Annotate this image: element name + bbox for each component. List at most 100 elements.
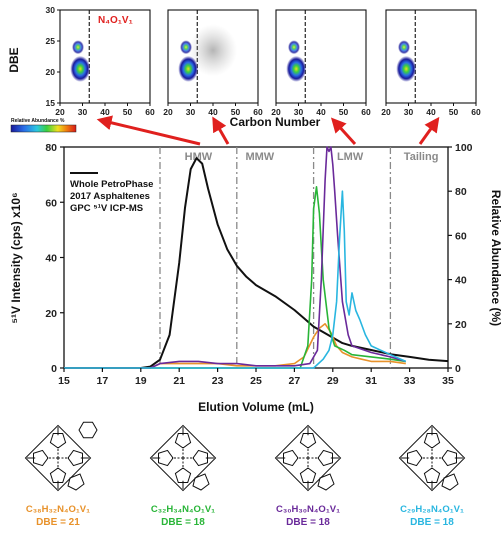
benzo-ring bbox=[78, 421, 98, 439]
macrocycle bbox=[24, 424, 92, 492]
inset-x-tick-label: 20 bbox=[271, 107, 281, 117]
region-label-hmw: HMW bbox=[185, 151, 213, 163]
inset-x-tick-label: 30 bbox=[78, 107, 88, 117]
inset-heat-blob bbox=[396, 55, 417, 82]
inset-x-tick-label: 50 bbox=[123, 107, 133, 117]
inset-y-label: DBE bbox=[7, 47, 21, 72]
inset-heat-blob-upper bbox=[72, 40, 84, 55]
macrocycle bbox=[149, 424, 217, 492]
series-line-3 bbox=[64, 146, 407, 369]
inset-x-tick-label: 50 bbox=[449, 107, 459, 117]
pyrrole-ring bbox=[299, 433, 317, 449]
inset-x-tick-label: 40 bbox=[426, 107, 436, 117]
inset-heat-blob-upper bbox=[398, 40, 410, 55]
inset-frame bbox=[385, 9, 477, 104]
pyrrole-ring bbox=[33, 449, 49, 467]
compound-dbe-3: DBE = 18 bbox=[410, 517, 454, 528]
x-tick-label-3: 21 bbox=[173, 375, 185, 387]
y-left-tick-label-1: 20 bbox=[45, 308, 57, 320]
y-right-tick-label-3: 60 bbox=[455, 230, 467, 242]
x-tick-label-4: 23 bbox=[212, 375, 224, 387]
compound-formula-3: C₂₉H₂₈N₄O₁V₁ bbox=[400, 504, 464, 515]
inset-x-tick-label: 40 bbox=[316, 107, 326, 117]
x-tick-label-8: 31 bbox=[365, 375, 377, 387]
pyrrole-ring bbox=[158, 449, 174, 467]
pyrrole-ring bbox=[441, 449, 457, 467]
inset-2: 20 30 40 50 60 bbox=[271, 9, 371, 117]
inset-label: N₄O₁V₁ bbox=[98, 15, 133, 26]
annotation-line-1: Whole PetroPhase bbox=[70, 179, 153, 190]
x-tick-label-0: 15 bbox=[58, 375, 70, 387]
inset-x-tick-label: 20 bbox=[55, 107, 65, 117]
inset-y-tick-label: 25 bbox=[46, 36, 56, 46]
inset-heat-blob-upper bbox=[288, 40, 300, 55]
x-ticks: 15 17 19 21 23 25 27 29 31 33 35 bbox=[58, 368, 454, 387]
inset-diffuse-region bbox=[189, 24, 237, 77]
series-line-1 bbox=[64, 323, 406, 369]
inset-x-tick-label: 50 bbox=[339, 107, 349, 117]
arrow-tailing bbox=[418, 116, 440, 145]
main-chart: HMW MMW LMW Tailing 15 17 19 21 23 25 27 29 31 33 35 … bbox=[9, 142, 501, 414]
inset-x-tick-label: 30 bbox=[404, 107, 414, 117]
annotation-line-2: 2017 Asphaltenes bbox=[70, 191, 150, 202]
x-tick-label-6: 27 bbox=[289, 375, 301, 387]
compound-dbe-2: DBE = 18 bbox=[286, 517, 330, 528]
porphyrin-0 bbox=[24, 421, 98, 492]
x-tick-label-10: 35 bbox=[442, 375, 454, 387]
annotation-line-3: GPC ⁵¹V ICP-MS bbox=[70, 203, 143, 214]
inset-x-tick-label: 20 bbox=[163, 107, 173, 117]
porphyrin-1 bbox=[149, 424, 217, 492]
pyrrole-ring bbox=[49, 433, 67, 449]
inset-x-tick-label: 40 bbox=[208, 107, 218, 117]
inset-heat-blob bbox=[286, 55, 307, 82]
region-label-lmw: LMW bbox=[337, 151, 364, 163]
arrow-hmw-2 bbox=[212, 116, 230, 145]
pyrrole-ring bbox=[174, 467, 192, 483]
arrows bbox=[96, 115, 440, 146]
inset-x-tick-label: 60 bbox=[253, 107, 263, 117]
series-lines bbox=[64, 146, 449, 369]
compound-formula-0: C₃₈H₃₂N₄O₁V₁ bbox=[26, 504, 90, 515]
colorbar: Relative Abundance % bbox=[10, 118, 77, 133]
inset-frame bbox=[59, 9, 151, 104]
inset-x-tick-label: 50 bbox=[231, 107, 241, 117]
porphyrin-3 bbox=[398, 424, 466, 492]
inset-y-tick-label: 20 bbox=[46, 67, 56, 77]
series-line-4 bbox=[64, 190, 407, 369]
macrocycle bbox=[398, 424, 466, 492]
inset-1: 20 30 40 50 60 bbox=[163, 9, 263, 117]
inset-x-tick-label: 40 bbox=[100, 107, 110, 117]
colorbar-gradient bbox=[10, 124, 77, 133]
pyrrole-ring bbox=[192, 449, 208, 467]
inset-x-tick-label: 60 bbox=[145, 107, 155, 117]
y-left-ticks: 0 20 40 60 80 bbox=[45, 142, 64, 375]
cyclopentane-ring bbox=[192, 473, 210, 491]
porphyrin-2 bbox=[274, 424, 342, 492]
compound-dbe-0: DBE = 21 bbox=[36, 517, 80, 528]
pyrrole-ring bbox=[299, 467, 317, 483]
y-right-tick-label-0: 0 bbox=[455, 363, 461, 375]
pyrrole-ring bbox=[423, 433, 441, 449]
y-left-axis-label: ⁵¹V Intensity (cps) x10⁶ bbox=[9, 192, 23, 323]
compound-formula-2: C₃₀H₃₀N₄O₁V₁ bbox=[276, 504, 340, 515]
inset-x-tick-label: 60 bbox=[471, 107, 481, 117]
compound-labels: C₃₈H₃₂N₄O₁V₁ DBE = 21 C₃₂H₃₄N₄O₁V₁ DBE = 18… bbox=[26, 504, 464, 528]
x-tick-label-7: 29 bbox=[327, 375, 339, 387]
x-tick-label-9: 33 bbox=[404, 375, 416, 387]
pyrrole-ring bbox=[407, 449, 423, 467]
x-tick-label-2: 19 bbox=[135, 375, 147, 387]
porphyrin-structures bbox=[24, 421, 466, 492]
pyrrole-ring bbox=[283, 449, 299, 467]
x-axis-label: Elution Volume (mL) bbox=[198, 400, 314, 414]
cyclopentane-ring bbox=[441, 473, 459, 491]
arrow-hmw-1 bbox=[96, 115, 201, 146]
inset-x-label: Carbon Number bbox=[230, 115, 321, 129]
inset-x-tick-label: 20 bbox=[381, 107, 391, 117]
y-right-tick-label-4: 80 bbox=[455, 186, 467, 198]
y-right-axis-label: Relative Abundance (%) bbox=[489, 190, 501, 326]
arrow-lmw bbox=[330, 117, 357, 146]
y-right-tick-label-2: 40 bbox=[455, 275, 467, 287]
